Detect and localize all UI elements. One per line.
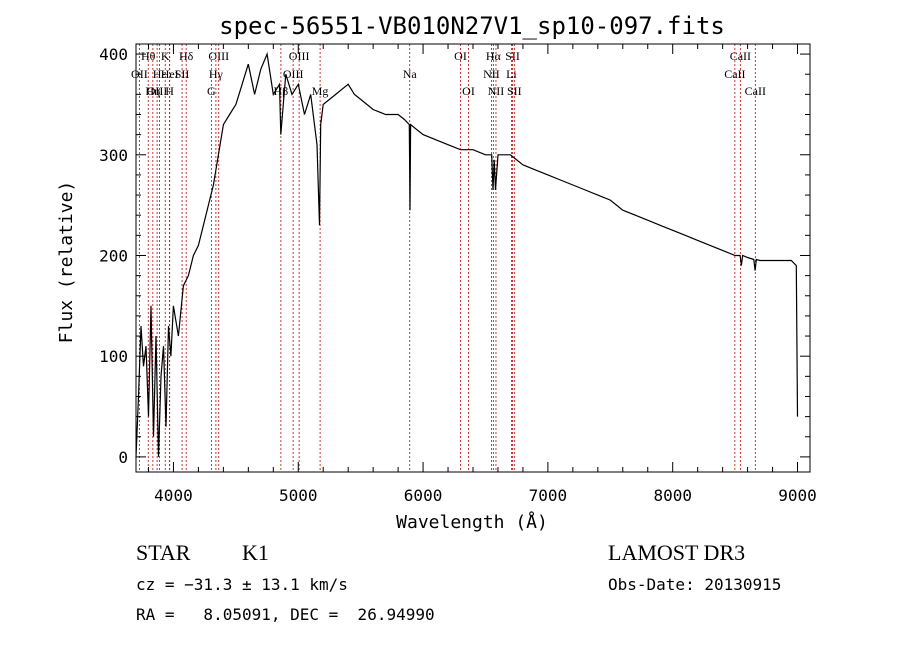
line-marker-label: G [207,84,216,98]
y-axis-label: Flux (relative) [56,181,77,344]
y-axis-ticks: 0 100 200 300 400 [99,45,810,467]
x-tick-label: 7000 [529,486,568,505]
line-marker-label: OI [454,49,467,63]
object-class: STAR [136,540,191,565]
spectrum-line [135,51,799,457]
x-tick-label: 5000 [279,486,318,505]
object-subclass: K1 [242,540,269,565]
line-marker-label: Li [506,67,517,81]
y-tick-label: 300 [99,146,128,165]
line-marker-label: Hδ [179,49,194,63]
x-tick-label: 4000 [154,486,193,505]
line-marker-label: CaII [745,84,766,98]
line-marker-label: Hη [145,84,160,98]
line-marker-label: Hθ [141,49,156,63]
line-marker-label: SII [175,67,190,81]
line-marker-label: NII [483,67,500,81]
line-marker-label: CaII [730,49,751,63]
x-axis-label: Wavelength (Å) [396,511,548,533]
line-marker-label: OIII [289,49,310,63]
x-tick-label: 8000 [653,486,692,505]
coordinates: RA = 8.05091, DEC = 26.94990 [136,605,435,624]
line-marker-label: SII [505,49,520,63]
line-marker-label: K [161,49,170,63]
line-marker-label: OIII [208,49,229,63]
line-marker-label: Hα [486,49,502,63]
line-marker-label: Hγ [209,67,224,81]
line-marker-label: Na [403,67,418,81]
plot-frame [135,43,811,473]
redshift-info: cz = −31.3 ± 13.1 km/s [136,575,348,594]
line-marker-label: SII [507,84,522,98]
x-tick-label: 6000 [404,486,443,505]
line-marker-label: H [165,84,174,98]
line-marker-label: OIII [283,67,304,81]
line-marker-label: CaII [724,67,745,81]
y-tick-label: 100 [99,347,128,366]
line-marker-label: NII [488,84,505,98]
spectral-line-markers: HθOIIOIIIKHεHηHeIHHδSIIOIIIHγGOIIIOIIIHβ… [131,44,766,472]
observation-date: Obs-Date: 20130915 [608,575,781,594]
line-marker-label: Hε [153,67,167,81]
y-tick-label: 200 [99,246,128,265]
x-tick-label: 9000 [778,486,817,505]
survey-name: LAMOST DR3 [608,540,745,565]
y-tick-label: 400 [99,45,128,64]
line-marker-label: OIII [147,84,168,98]
chart-title: spec-56551-VB010N27V1_sp10-097.fits [219,12,725,40]
y-tick-label: 0 [118,448,128,467]
line-marker-label: Mg [312,84,329,98]
x-axis-ticks: 4000 5000 6000 7000 8000 9000 [147,44,817,505]
line-marker-label: OI [462,84,475,98]
